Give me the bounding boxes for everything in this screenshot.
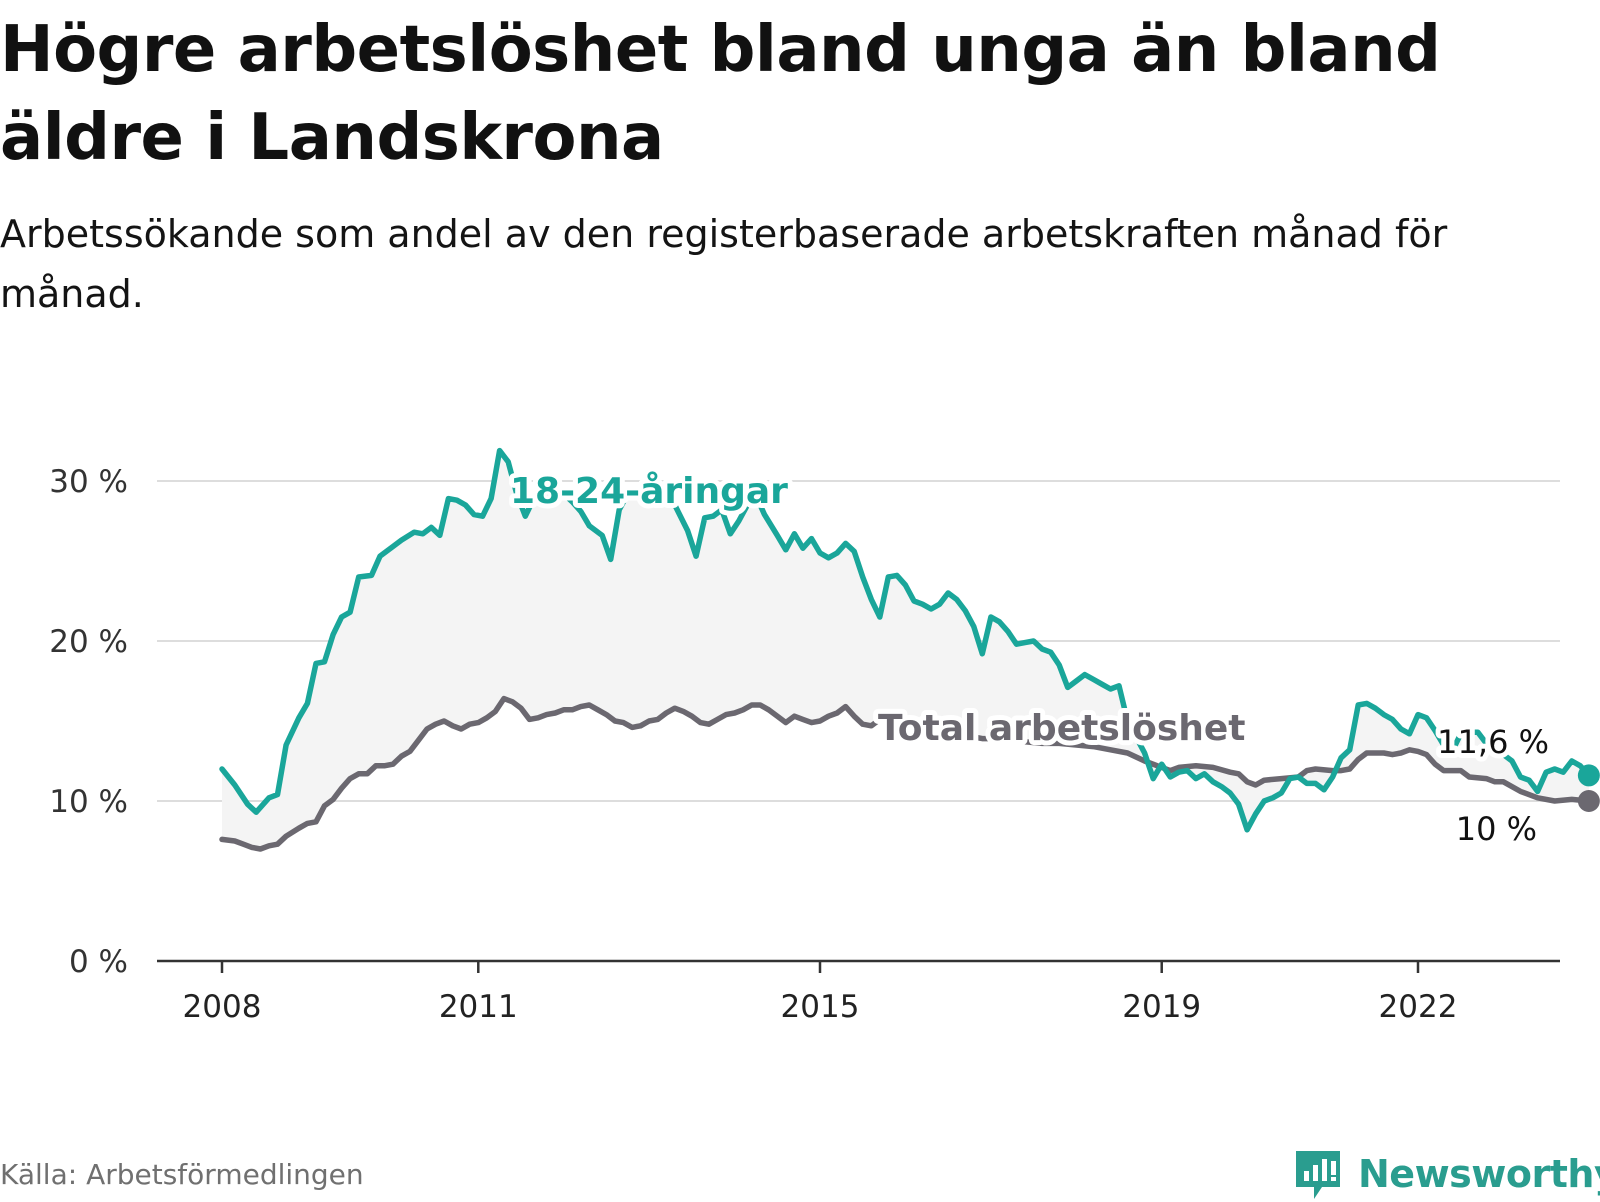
y-tick-label: 20 %	[49, 624, 128, 660]
shaded-band-layer	[222, 450, 1589, 849]
x-tick-label: 2011	[439, 989, 518, 1025]
source-note: Källa: Arbetsförmedlingen	[0, 1158, 364, 1191]
y-tick-label: 0 %	[69, 944, 128, 980]
total-series-line	[219, 695, 1592, 852]
x-tick-label: 2019	[1122, 989, 1201, 1025]
y-tick-label: 10 %	[49, 784, 128, 820]
total-end-value-label: 10 %	[1456, 810, 1537, 848]
series-lines	[219, 447, 1600, 852]
chart-subtitle: Arbetssökande som andel av den registerb…	[0, 212, 1448, 316]
brand-name: Newsworthy	[1358, 1152, 1600, 1196]
chart-title: Högre arbetslöshet bland unga än bland ä…	[0, 13, 1441, 175]
x-tick-label: 2015	[781, 989, 860, 1025]
youth-end-marker	[1577, 764, 1600, 787]
youth-series-label: 18-24-åringar	[510, 471, 788, 512]
total-end-marker	[1577, 790, 1600, 812]
brand-logo: Newsworthy	[1292, 1146, 1600, 1202]
youth-series-line	[219, 447, 1592, 833]
y-tick-label: 30 %	[49, 464, 128, 500]
total-series-label: Total arbetslöshet	[878, 708, 1246, 749]
newsworthy-logo-icon	[1296, 1151, 1340, 1199]
youth-end-value-label: 11,6 %	[1437, 723, 1549, 761]
shaded-band	[222, 450, 1589, 849]
grid-layer: 0 % 10 % 20 % 30 % 2008 2011 2015 2019 2022	[49, 464, 1560, 1025]
x-tick-label: 2008	[183, 989, 262, 1025]
label-layer: 18-24-åringar Total arbetslöshet 11,6 % 10 …	[505, 466, 1554, 853]
x-tick-label: 2022	[1379, 989, 1458, 1025]
